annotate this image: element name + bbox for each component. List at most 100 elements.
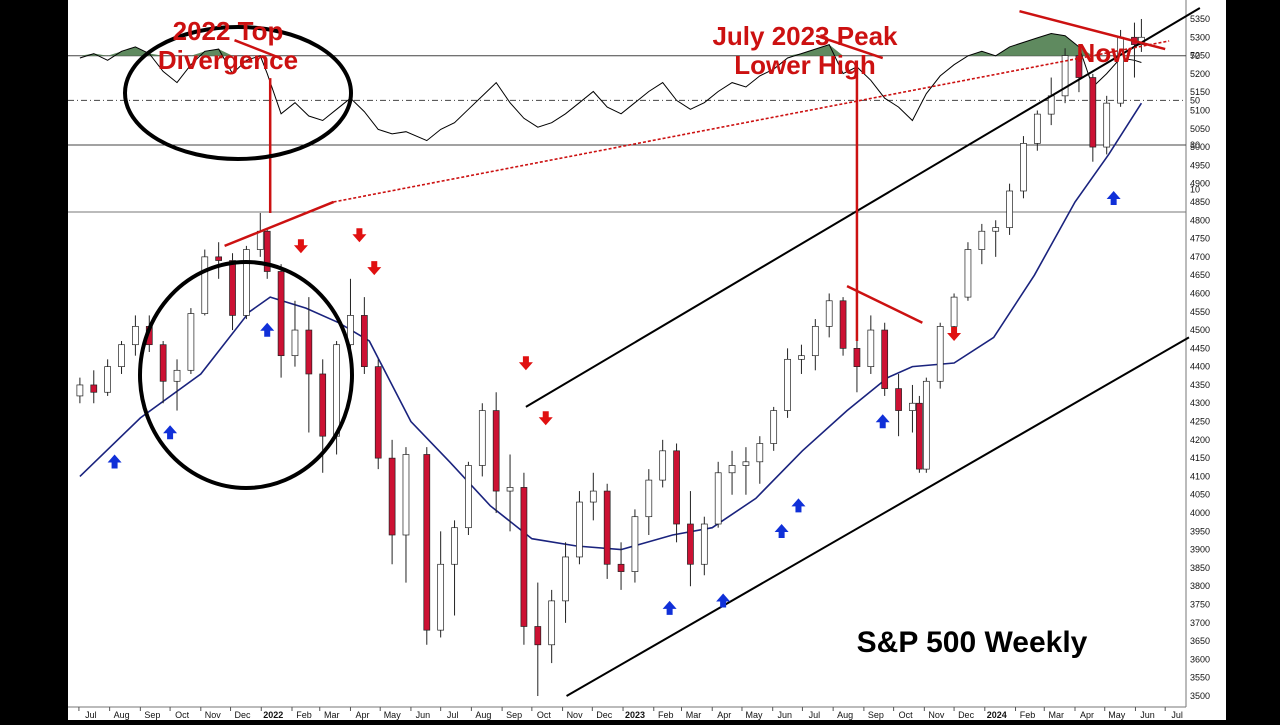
buy-arrow (774, 524, 789, 539)
candle (201, 249, 209, 316)
price-y-tick: 4150 (1190, 453, 1210, 463)
price-y-tick: 4850 (1190, 197, 1210, 207)
candle (548, 589, 556, 664)
x-tick-label: 2022 (263, 710, 283, 720)
price-y-tick: 4750 (1190, 234, 1210, 244)
price-y-tick: 5300 (1190, 32, 1210, 42)
candle-body (333, 344, 340, 437)
trend-channel-line (566, 336, 1190, 697)
x-tick-label: Oct (899, 710, 914, 720)
candle (305, 297, 313, 433)
candle (562, 542, 569, 623)
candle (784, 348, 791, 418)
trend-channel-line (525, 7, 1201, 408)
candle-body (423, 454, 431, 631)
candle-body (992, 227, 1000, 232)
candle (922, 377, 930, 473)
candle (742, 447, 750, 495)
chart-background (68, 0, 1186, 720)
price-y-tick: 4550 (1190, 307, 1210, 317)
candle (589, 472, 597, 521)
candle-body (201, 256, 209, 314)
x-tick-label: 2023 (625, 710, 645, 720)
candle-body (1047, 95, 1055, 115)
axis-background (1186, 0, 1226, 720)
candle (770, 406, 778, 451)
x-tick-label: Dec (596, 710, 613, 720)
price-y-tick: 3850 (1190, 563, 1210, 573)
candle-body (916, 402, 923, 470)
candle (534, 582, 542, 697)
price-y-tick: 5350 (1190, 14, 1210, 24)
candle-body (589, 490, 597, 503)
candle (437, 531, 445, 638)
candle-body (520, 487, 528, 627)
annotation-text: Now (1077, 38, 1133, 68)
x-tick-label: Jun (416, 710, 431, 720)
candle (1006, 183, 1013, 235)
price-y-tick: 3800 (1190, 581, 1210, 591)
x-tick-label: Apr (1080, 710, 1094, 720)
candle (492, 392, 500, 514)
candle-body (347, 315, 354, 346)
candle-body (118, 344, 125, 367)
price-y-tick: 4350 (1190, 380, 1210, 390)
divergence-line (224, 200, 335, 248)
candle (576, 491, 583, 565)
candle-body (534, 626, 542, 646)
price-y-tick: 4100 (1190, 471, 1210, 481)
candle-body (881, 329, 889, 389)
candle-body (576, 501, 583, 558)
buy-arrow (1106, 190, 1121, 205)
candle-body (631, 516, 639, 572)
chart-title: S&P 500 Weekly (857, 626, 1088, 659)
indicator-y-tick: 10 (1190, 185, 1200, 195)
highlight-circle (138, 260, 354, 490)
candle-body (388, 457, 396, 536)
price-y-tick: 4200 (1190, 435, 1210, 445)
sell-arrow (947, 327, 962, 342)
candle-body (291, 329, 299, 357)
candle (520, 472, 528, 645)
candle (659, 439, 667, 488)
candle (90, 370, 98, 404)
price-y-tick: 5200 (1190, 69, 1210, 79)
candle (936, 322, 944, 389)
price-y-tick: 3900 (1190, 545, 1210, 555)
highlight-circle (123, 25, 353, 161)
candle-body (465, 465, 472, 529)
candle (909, 384, 916, 433)
x-tick-label: Dec (235, 710, 252, 720)
candle (478, 403, 486, 477)
buy-arrow (662, 600, 677, 615)
x-axis: Jul Aug Sep Oct Nov Dec 2022 Feb Mar Apr May Jun Jul… (78, 707, 1183, 720)
indicator-divergence-line (815, 34, 884, 60)
candle (118, 341, 125, 374)
price-y-tick: 4000 (1190, 508, 1210, 518)
x-tick-label: Oct (537, 710, 552, 720)
candle (950, 293, 958, 331)
candle-body (811, 326, 819, 357)
candle-body (1061, 55, 1069, 97)
price-y-tick: 3550 (1190, 673, 1210, 683)
candle (603, 483, 611, 579)
candle (132, 315, 139, 356)
candle-body (1075, 55, 1083, 78)
candle (964, 242, 972, 301)
candle-body (319, 373, 327, 437)
x-tick-label: Feb (296, 710, 312, 720)
candle (506, 454, 514, 532)
candle-body (132, 326, 139, 346)
x-tick-label: Sep (506, 710, 522, 720)
candle-body (159, 344, 167, 382)
candle (811, 319, 819, 371)
sell-arrow (538, 411, 553, 426)
x-tick-label: Jul (85, 710, 97, 720)
candle-body (1006, 190, 1013, 228)
annotation-text: Lower High (734, 50, 876, 80)
candle (187, 308, 195, 374)
candle-body (784, 358, 791, 411)
x-tick-label: Aug (837, 710, 853, 720)
candle (798, 344, 805, 374)
x-tick-label: Mar (686, 710, 702, 720)
